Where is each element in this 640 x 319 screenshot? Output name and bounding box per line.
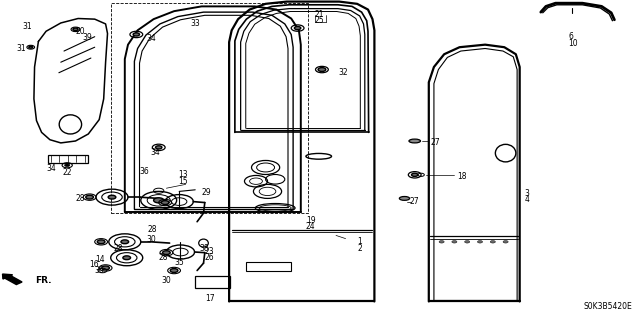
- Text: 23: 23: [205, 247, 214, 256]
- Text: 13: 13: [178, 170, 188, 179]
- Circle shape: [73, 28, 78, 31]
- Circle shape: [439, 241, 444, 243]
- Circle shape: [97, 240, 105, 244]
- Text: 34: 34: [150, 148, 160, 157]
- Text: 16: 16: [90, 260, 99, 269]
- Circle shape: [65, 164, 70, 167]
- Circle shape: [163, 251, 170, 255]
- Text: 17: 17: [205, 294, 215, 303]
- Text: 14: 14: [95, 255, 104, 263]
- Text: 19: 19: [306, 216, 316, 225]
- Circle shape: [477, 241, 483, 243]
- Text: 26: 26: [205, 253, 214, 262]
- Text: 35: 35: [174, 258, 184, 267]
- Text: 3: 3: [525, 189, 530, 198]
- Circle shape: [102, 266, 109, 270]
- Circle shape: [490, 241, 495, 243]
- Circle shape: [294, 26, 301, 30]
- Text: 6: 6: [568, 32, 573, 41]
- Ellipse shape: [399, 197, 410, 200]
- Text: 1: 1: [357, 237, 362, 246]
- Circle shape: [170, 269, 178, 272]
- Text: 28: 28: [159, 253, 168, 262]
- Text: 4: 4: [525, 195, 530, 204]
- Text: 34: 34: [46, 164, 56, 173]
- Text: FR.: FR.: [35, 276, 52, 285]
- Circle shape: [108, 195, 116, 199]
- Text: 27: 27: [430, 138, 440, 147]
- Text: 20: 20: [76, 27, 85, 36]
- Circle shape: [154, 198, 164, 203]
- Text: 22: 22: [63, 168, 72, 177]
- Bar: [48, 155, 88, 163]
- Circle shape: [318, 68, 326, 71]
- Circle shape: [161, 201, 169, 204]
- Text: 31: 31: [22, 22, 32, 31]
- Text: 25: 25: [315, 16, 324, 25]
- Circle shape: [86, 195, 93, 199]
- Circle shape: [412, 173, 418, 176]
- FancyArrow shape: [3, 274, 22, 285]
- Text: 31: 31: [16, 44, 26, 53]
- Text: 32: 32: [338, 68, 348, 77]
- Text: 36: 36: [140, 167, 149, 176]
- Text: 29: 29: [202, 188, 211, 197]
- Text: 15: 15: [178, 177, 188, 186]
- Text: 28: 28: [76, 194, 85, 203]
- Text: 30: 30: [146, 235, 156, 244]
- Text: 21: 21: [315, 10, 324, 19]
- Circle shape: [123, 256, 131, 260]
- Circle shape: [133, 33, 140, 36]
- Text: 27: 27: [410, 197, 419, 206]
- Text: 34: 34: [146, 34, 156, 43]
- Text: 24: 24: [306, 222, 316, 231]
- Circle shape: [156, 146, 162, 149]
- Text: 38: 38: [200, 244, 209, 253]
- Circle shape: [465, 241, 470, 243]
- Text: 30: 30: [161, 276, 171, 285]
- Circle shape: [452, 241, 457, 243]
- Bar: [111, 3, 308, 213]
- Text: 36: 36: [95, 266, 104, 275]
- Ellipse shape: [409, 139, 420, 143]
- Bar: [195, 276, 230, 288]
- Bar: [246, 262, 291, 271]
- Circle shape: [503, 241, 508, 243]
- Text: 18: 18: [458, 172, 467, 181]
- Circle shape: [121, 240, 129, 244]
- Text: 2: 2: [357, 244, 362, 253]
- Text: 33: 33: [191, 19, 200, 28]
- Text: 28: 28: [147, 225, 157, 234]
- Circle shape: [29, 46, 33, 48]
- Text: S0K3B5420E: S0K3B5420E: [584, 302, 632, 311]
- Text: 28: 28: [114, 244, 124, 253]
- Text: 10: 10: [568, 39, 578, 48]
- Text: 39: 39: [82, 33, 92, 42]
